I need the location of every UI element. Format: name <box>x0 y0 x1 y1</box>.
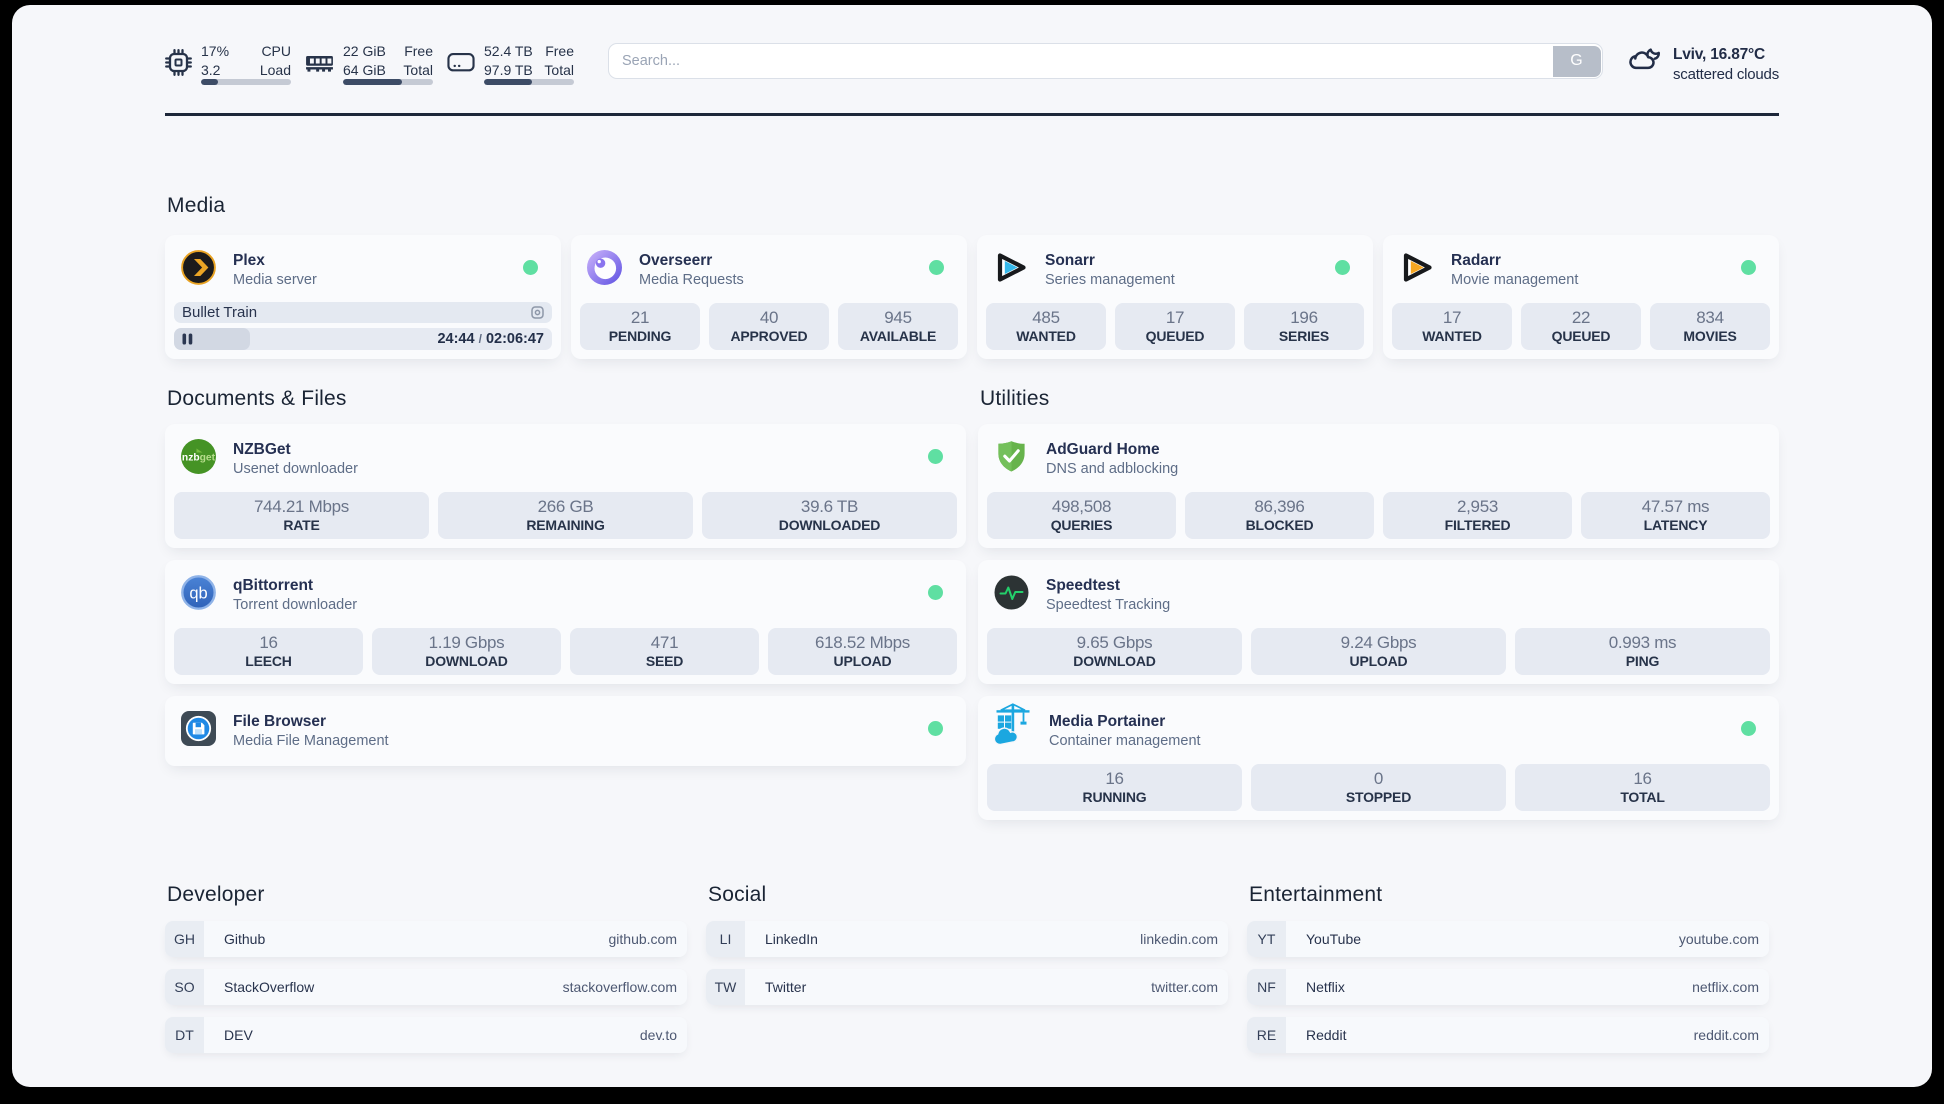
svg-text:nzbget: nzbget <box>182 452 216 463</box>
svg-text:qb: qb <box>189 584 207 602</box>
